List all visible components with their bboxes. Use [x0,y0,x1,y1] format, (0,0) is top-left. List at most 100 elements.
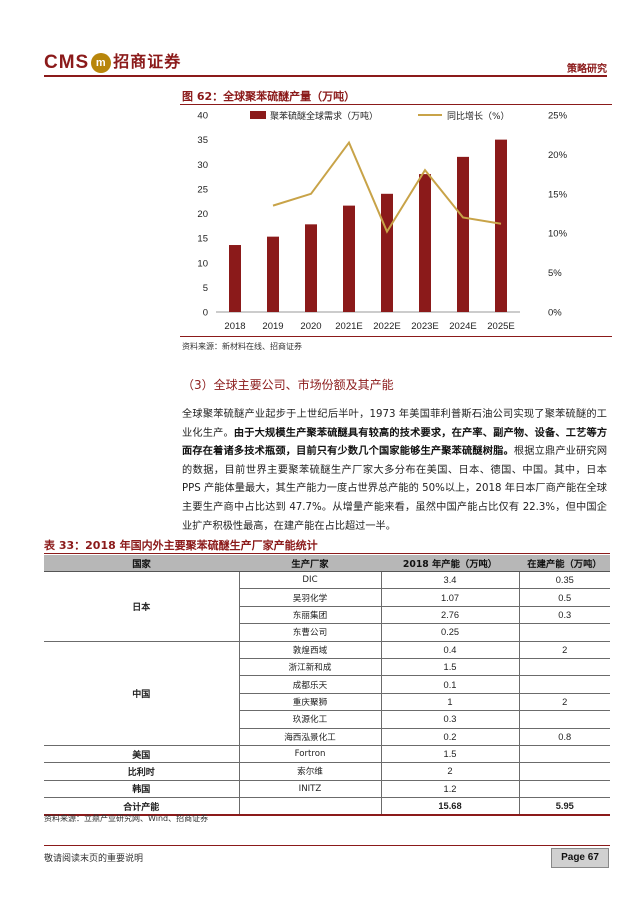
capacity-cell: 1.2 [381,780,520,799]
right-axis-tick-label: 20% [548,150,568,161]
header-company: 生产厂家 [239,555,381,572]
table-row: 东丽集团 2.76 0.3 [44,606,610,625]
paragraph-sentence-3: 根据立鼎产业研究网的数据，目前世界主要聚苯硫醚生产厂家大多分布在美国、日本、德国… [182,446,608,532]
table-row: 海西泓景化工 0.2 0.8 [44,728,610,746]
left-axis-tick-label: 0 [203,308,208,319]
table-total-row: 合计产能 15.68 5.95 [44,797,610,817]
legend-line-label: 同比增长（%） [447,110,510,122]
table-row: 中国 敦煌西域 0.4 2 [44,641,610,746]
footer-disclaimer-note: 敬请阅读末页的重要说明 [44,854,144,864]
figure-title: 图 62：全球聚苯硫醚产量（万吨） [182,90,356,103]
company-cell: INITZ [239,780,382,799]
building-cell [519,745,610,764]
capacity-cell: 1.5 [381,658,520,677]
company-logo: CMS m 招商证券 [44,48,181,74]
building-cell: 2 [519,641,610,659]
table-header-row: 国家 生产厂家 2018 年产能（万吨） 在建产能（万吨） [44,555,610,572]
company-cell: 浙江新和成 [239,658,382,677]
left-axis-tick-label: 35 [197,135,208,146]
total-building-cell: 5.95 [519,797,610,817]
table-row: 浙江新和成 1.5 [44,658,610,677]
figure-source: 资料来源：新材料在线、招商证券 [182,342,302,351]
x-axis-tick-label: 2021E [335,321,362,332]
left-axis-tick-label: 10 [197,258,208,269]
x-axis-tick-label: 2025E [487,321,514,332]
company-cell: DIC [239,571,382,590]
company-cell: 东曹公司 [239,623,382,642]
section-heading: （3）全球主要公司、市场份额及其产能 [182,378,394,392]
building-cell: 2 [519,693,610,712]
capacity-cell: 1.07 [381,588,520,607]
building-cell: 0.35 [519,571,610,590]
legend-bar-swatch [250,111,266,119]
capacity-cell: 0.25 [381,623,520,642]
building-cell [519,780,610,799]
footer-divider [44,845,610,846]
chart-legend: 聚苯硫醚全球需求（万吨） 同比增长（%） [250,110,510,122]
header-country: 国家 [44,555,239,572]
figure-title-rule [180,104,612,105]
capacity-cell: 1.5 [381,745,520,764]
building-cell [519,710,610,729]
company-cell: 重庆聚狮 [239,693,382,712]
building-cell: 0.8 [519,728,610,746]
chart-bars [229,139,507,312]
table-row: 东曹公司 0.25 [44,623,610,642]
chart-axes: 0 5 10 15 20 25 30 35 40 0% 5% 10% 15% 20% 25% 2018 2019… [197,111,567,333]
header-capacity-2018: 2018 年产能（万吨） [381,555,519,572]
capacity-cell: 2.76 [381,606,520,625]
paragraph-bold-sentence: 由于大规模生产聚苯硫醚具有较高的技术要求，在产率、副产物、设备、工艺等方面存在着… [182,427,608,458]
company-cell: 敦煌西域 [239,641,382,659]
table-row: 玖源化工 0.3 [44,710,610,729]
company-cell: 吴羽化学 [239,588,382,607]
company-cell: 索尔维 [239,762,382,781]
bar [267,236,279,312]
capacity-cell: 0.2 [381,728,520,746]
bar [229,245,241,312]
table-row: 比利时 索尔维 2 [44,762,610,781]
table-row: 韩国 INITZ 1.2 [44,780,610,799]
capacity-cell: 0.3 [381,710,520,729]
capacity-table: 国家 生产厂家 2018 年产能（万吨） 在建产能（万吨） 日本 DIC 3.4 0.… [44,555,610,817]
company-cell: 海西泓景化工 [239,728,382,746]
growth-line [272,140,502,234]
right-axis-tick-label: 25% [548,111,568,122]
left-axis-tick-label: 25 [197,184,208,195]
bar [343,205,355,312]
right-axis-tick-label: 15% [548,189,568,200]
capacity-cell: 0.4 [381,641,520,659]
right-axis-tick-label: 10% [548,229,568,240]
x-axis-tick-label: 2022E [373,321,400,332]
table-row: 成都乐天 0.1 [44,675,610,694]
table-row: 美国 Fortron 1.5 [44,745,610,764]
x-axis-tick-label: 2023E [411,321,438,332]
left-axis-tick-label: 30 [197,160,208,171]
legend-bar-label: 聚苯硫醚全球需求（万吨） [270,110,378,122]
left-axis-tick-label: 20 [197,209,208,220]
figure-bottom-rule [180,336,612,337]
body-paragraph: 全球聚苯硫醚产业起步于上世纪后半叶，1973 年美国菲利普斯石油公司实现了聚苯硫… [182,406,607,536]
building-cell [519,675,610,694]
x-axis-tick-label: 2018 [224,321,245,332]
building-cell: 0.5 [519,588,610,607]
table-body: 日本 DIC 3.4 0.35 吴羽化学 1.07 0.5 东丽集团 2.76 0.3 东曹公司 0.… [44,571,610,817]
right-axis-tick-label: 0% [548,308,562,319]
capacity-cell: 1 [381,693,520,712]
left-axis-tick-label: 40 [197,111,208,122]
country-cell: 美国 [44,745,240,764]
table-row: 日本 DIC 3.4 0.35 [44,571,610,642]
capacity-cell: 2 [381,762,520,781]
right-axis-tick-label: 5% [548,268,562,279]
logo-latin: CMS [44,52,90,73]
company-cell: 成都乐天 [239,675,382,694]
paragraph-sentence-1: 全球聚苯硫醚产业起步于上世纪后半叶，1973 年美国菲利普斯石油公司实现了聚苯硫… [182,409,607,439]
table-row: 吴羽化学 1.07 0.5 [44,588,610,607]
capacity-cell: 3.4 [381,571,520,590]
company-cell: 玖源化工 [239,710,382,729]
section-tag: 策略研究 [567,64,607,75]
building-cell: 0.3 [519,606,610,625]
header-divider [44,75,607,77]
logo-badge-icon: m [91,53,112,73]
company-cell: Fortron [239,745,382,764]
building-cell [519,623,610,642]
